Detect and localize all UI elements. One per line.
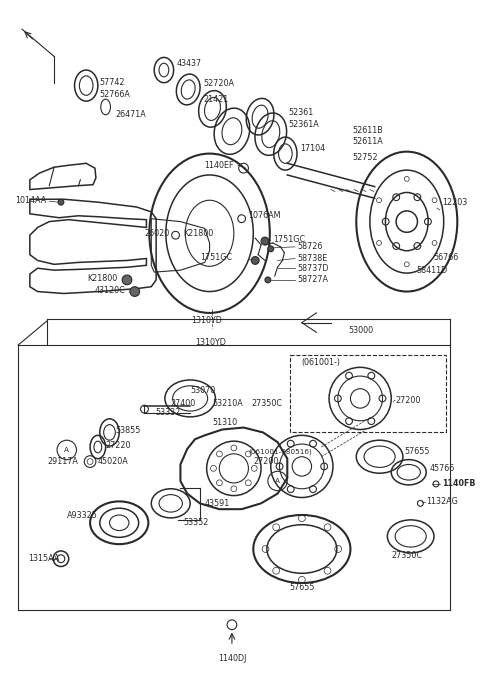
Text: 12203: 12203 (442, 198, 467, 207)
Text: 56766: 56766 (433, 253, 458, 262)
Text: 45766: 45766 (430, 464, 456, 473)
Text: 57655: 57655 (404, 447, 430, 456)
Text: 52361A: 52361A (288, 120, 319, 129)
Text: 27200: 27200 (253, 457, 279, 466)
Text: (061001-080516): (061001-080516) (249, 449, 312, 455)
Text: 52752: 52752 (352, 153, 378, 162)
Text: 29117A: 29117A (48, 457, 78, 466)
Text: 57655: 57655 (289, 584, 314, 593)
Text: 58737D: 58737D (297, 264, 328, 273)
Text: 1751GC: 1751GC (200, 253, 232, 262)
Text: A: A (64, 447, 69, 453)
Text: 1140EF: 1140EF (204, 161, 234, 169)
Text: 52766A: 52766A (100, 90, 131, 99)
Text: 53855: 53855 (115, 426, 141, 435)
Text: 17104: 17104 (300, 144, 325, 153)
Text: 58738E: 58738E (297, 254, 327, 263)
Text: 53210A: 53210A (213, 399, 243, 408)
Text: 53000: 53000 (348, 326, 373, 335)
Text: 52611B: 52611B (352, 126, 383, 135)
Circle shape (252, 256, 259, 265)
Text: 51310: 51310 (213, 418, 238, 427)
Text: 53332: 53332 (155, 409, 180, 418)
Text: 26020: 26020 (144, 229, 170, 238)
Circle shape (58, 199, 64, 205)
Circle shape (130, 287, 140, 296)
Text: 43437: 43437 (177, 59, 202, 68)
Text: 27400: 27400 (171, 399, 196, 408)
Text: A93325: A93325 (67, 511, 98, 520)
Text: 45020A: 45020A (98, 457, 129, 466)
Text: K21800: K21800 (183, 229, 214, 238)
Text: 27200: 27200 (395, 396, 420, 405)
Text: 27350C: 27350C (252, 399, 282, 408)
Text: 53070: 53070 (190, 386, 216, 395)
Text: 58727A: 58727A (297, 276, 328, 285)
Text: (061001-): (061001-) (302, 358, 341, 367)
Text: 21421: 21421 (204, 94, 229, 103)
Text: 53352: 53352 (183, 518, 209, 527)
Text: 1310YD: 1310YD (191, 316, 222, 325)
Text: 1140FB: 1140FB (442, 480, 475, 489)
Bar (290, 355, 445, 433)
Circle shape (268, 246, 274, 251)
Text: 52611A: 52611A (352, 137, 383, 147)
Text: 57742: 57742 (100, 78, 125, 88)
Circle shape (122, 275, 132, 285)
Text: K21800: K21800 (87, 274, 117, 283)
Text: 1315AA: 1315AA (28, 554, 59, 563)
Circle shape (261, 237, 269, 245)
Text: 1751GC: 1751GC (273, 234, 305, 244)
Text: 52361: 52361 (288, 108, 313, 117)
Text: 1076AM: 1076AM (249, 212, 281, 220)
Text: 1140DJ: 1140DJ (218, 655, 246, 664)
Text: 1014AA: 1014AA (15, 196, 47, 205)
Text: 1310YD: 1310YD (195, 338, 226, 347)
Text: 26471A: 26471A (115, 110, 146, 119)
Text: 27350C: 27350C (391, 551, 422, 560)
Text: 43591: 43591 (204, 499, 230, 508)
Text: 52720A: 52720A (204, 79, 235, 88)
Text: 43120C: 43120C (94, 286, 125, 295)
Text: 1132AG: 1132AG (426, 497, 458, 506)
Text: 58726: 58726 (297, 243, 323, 251)
Circle shape (265, 277, 271, 282)
Text: 27220: 27220 (106, 440, 131, 449)
Text: 58411D: 58411D (417, 266, 448, 275)
Text: A: A (275, 478, 280, 484)
